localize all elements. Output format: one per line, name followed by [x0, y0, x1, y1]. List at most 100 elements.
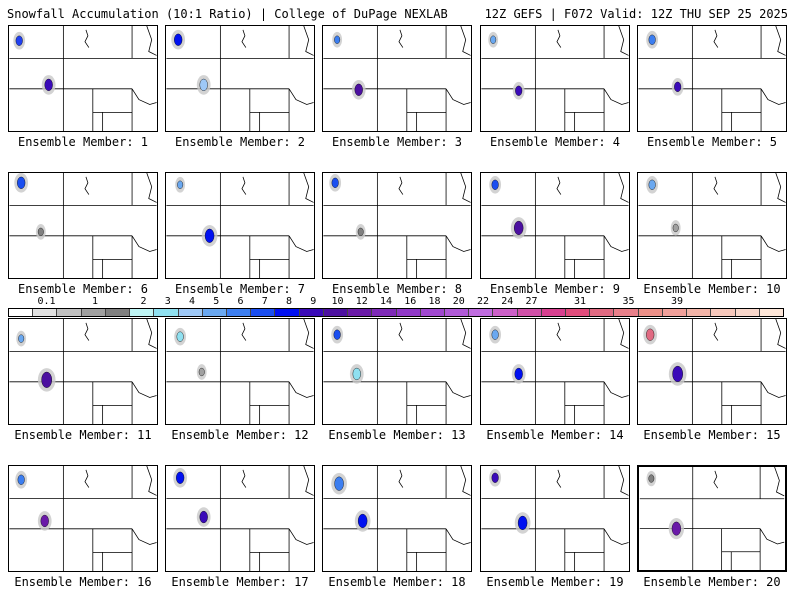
snowfall-map: [638, 26, 786, 131]
state-borders: [9, 319, 157, 424]
state-borders: [481, 26, 629, 131]
colorbar-swatch: [130, 309, 155, 316]
snowfall-map: [166, 319, 314, 424]
snowfall-map: [9, 319, 157, 424]
state-borders: [166, 26, 314, 131]
colorbar-tick-label: 31: [573, 296, 587, 307]
state-borders: [9, 26, 157, 131]
snow-accumulation-area: [18, 334, 25, 343]
colorbar-tick-label: 39: [670, 296, 684, 307]
colorbar-tick-label: 7: [261, 296, 268, 307]
ensemble-member-map[interactable]: [165, 465, 315, 572]
ensemble-member-map[interactable]: [637, 318, 787, 425]
snow-accumulation-area: [17, 176, 26, 189]
colorbar-tick-label: 20: [452, 296, 465, 307]
ensemble-member-map[interactable]: [480, 318, 630, 425]
member-caption: Ensemble Member: 5: [646, 135, 778, 149]
snow-accumulation-area: [357, 227, 364, 236]
snowfall-colorbar: [8, 308, 784, 317]
colorbar-swatch: [444, 309, 470, 316]
ensemble-member-map[interactable]: [480, 172, 630, 279]
snow-accumulation-area: [491, 329, 499, 340]
colorbar-swatch: [323, 309, 349, 316]
colorbar-tick-label: 18: [428, 296, 441, 307]
snow-accumulation-area: [352, 367, 361, 381]
ensemble-member-map[interactable]: [8, 465, 158, 572]
snow-accumulation-area: [672, 223, 679, 233]
colorbar-swatch: [9, 309, 34, 316]
state-borders: [639, 467, 785, 570]
snowfall-map: [323, 173, 471, 278]
ensemble-member-map[interactable]: [637, 25, 787, 132]
state-borders: [166, 173, 314, 278]
ensemble-member-map[interactable]: [165, 25, 315, 132]
colorbar-swatch: [469, 309, 494, 316]
colorbar-tick-label: 14: [379, 296, 393, 307]
state-borders: [9, 466, 157, 571]
colorbar-swatch: [614, 309, 639, 316]
snow-accumulation-area: [491, 179, 499, 190]
snow-accumulation-area: [331, 177, 339, 188]
snowfall-map: [166, 26, 314, 131]
member-caption: Ensemble Member: 2: [174, 135, 306, 149]
snowfall-map: [481, 173, 629, 278]
colorbar-tick-label: 1: [91, 296, 99, 307]
ensemble-member-map[interactable]: [322, 465, 472, 572]
colorbar-swatch: [348, 309, 373, 316]
snowfall-map: [481, 26, 629, 131]
snow-accumulation-area: [17, 474, 25, 485]
ensemble-member-map[interactable]: [8, 172, 158, 279]
snowfall-map: [166, 173, 314, 278]
colorbar-tick-label: 0.1: [37, 296, 56, 307]
ensemble-member-map[interactable]: [322, 25, 472, 132]
member-caption: Ensemble Member: 13: [328, 428, 466, 442]
member-caption: Ensemble Member: 4: [489, 135, 621, 149]
member-caption: Ensemble Member: 20: [643, 575, 781, 589]
colorbar-tick-label: 12: [355, 296, 368, 307]
model-run-info: 12Z GEFS | F072 Valid: 12Z THU SEP 25 20…: [484, 7, 788, 21]
snowfall-map: [639, 467, 785, 570]
snow-accumulation-area: [674, 81, 682, 92]
state-borders: [481, 466, 629, 571]
snowfall-map: [9, 173, 157, 278]
member-caption: Ensemble Member: 11: [14, 428, 152, 442]
colorbar-tick-label: 35: [622, 296, 635, 307]
ensemble-member-map[interactable]: [322, 172, 472, 279]
ensemble-member-map[interactable]: [637, 172, 787, 279]
state-borders: [9, 173, 157, 278]
colorbar-tick-label: 3: [164, 296, 171, 307]
ensemble-member-map[interactable]: [165, 172, 315, 279]
snow-accumulation-area: [198, 367, 205, 377]
colorbar-swatch: [711, 309, 736, 316]
snow-accumulation-area: [199, 510, 208, 524]
ensemble-member-map[interactable]: [637, 465, 787, 572]
snowfall-map: [481, 466, 629, 571]
snow-accumulation-area: [37, 227, 44, 236]
snow-accumulation-area: [334, 476, 344, 491]
snow-accumulation-area: [41, 371, 52, 388]
snow-accumulation-area: [648, 474, 655, 483]
snow-accumulation-area: [176, 331, 184, 342]
member-caption: Ensemble Member: 19: [486, 575, 624, 589]
ensemble-member-map[interactable]: [480, 25, 630, 132]
colorbar-tick-label: 8: [285, 296, 293, 307]
colorbar-tick-label: 27: [525, 296, 538, 307]
snow-accumulation-area: [514, 367, 523, 381]
ensemble-member-map[interactable]: [8, 318, 158, 425]
colorbar-tick-label: 9: [310, 296, 317, 307]
colorbar-swatch: [735, 309, 760, 316]
colorbar-swatch: [493, 309, 518, 316]
colorbar-swatch: [202, 309, 227, 316]
ensemble-member-map[interactable]: [8, 25, 158, 132]
ensemble-member-map[interactable]: [322, 318, 472, 425]
colorbar-swatch: [275, 309, 300, 316]
colorbar-swatch: [662, 309, 688, 316]
snowfall-map: [481, 319, 629, 424]
snow-accumulation-area: [513, 220, 524, 236]
ensemble-member-map[interactable]: [165, 318, 315, 425]
colorbar-swatch: [396, 309, 421, 316]
ensemble-member-map[interactable]: [480, 465, 630, 572]
snowfall-map: [323, 26, 471, 131]
member-caption: Ensemble Member: 14: [486, 428, 624, 442]
colorbar-tick-label: 10: [331, 296, 344, 307]
